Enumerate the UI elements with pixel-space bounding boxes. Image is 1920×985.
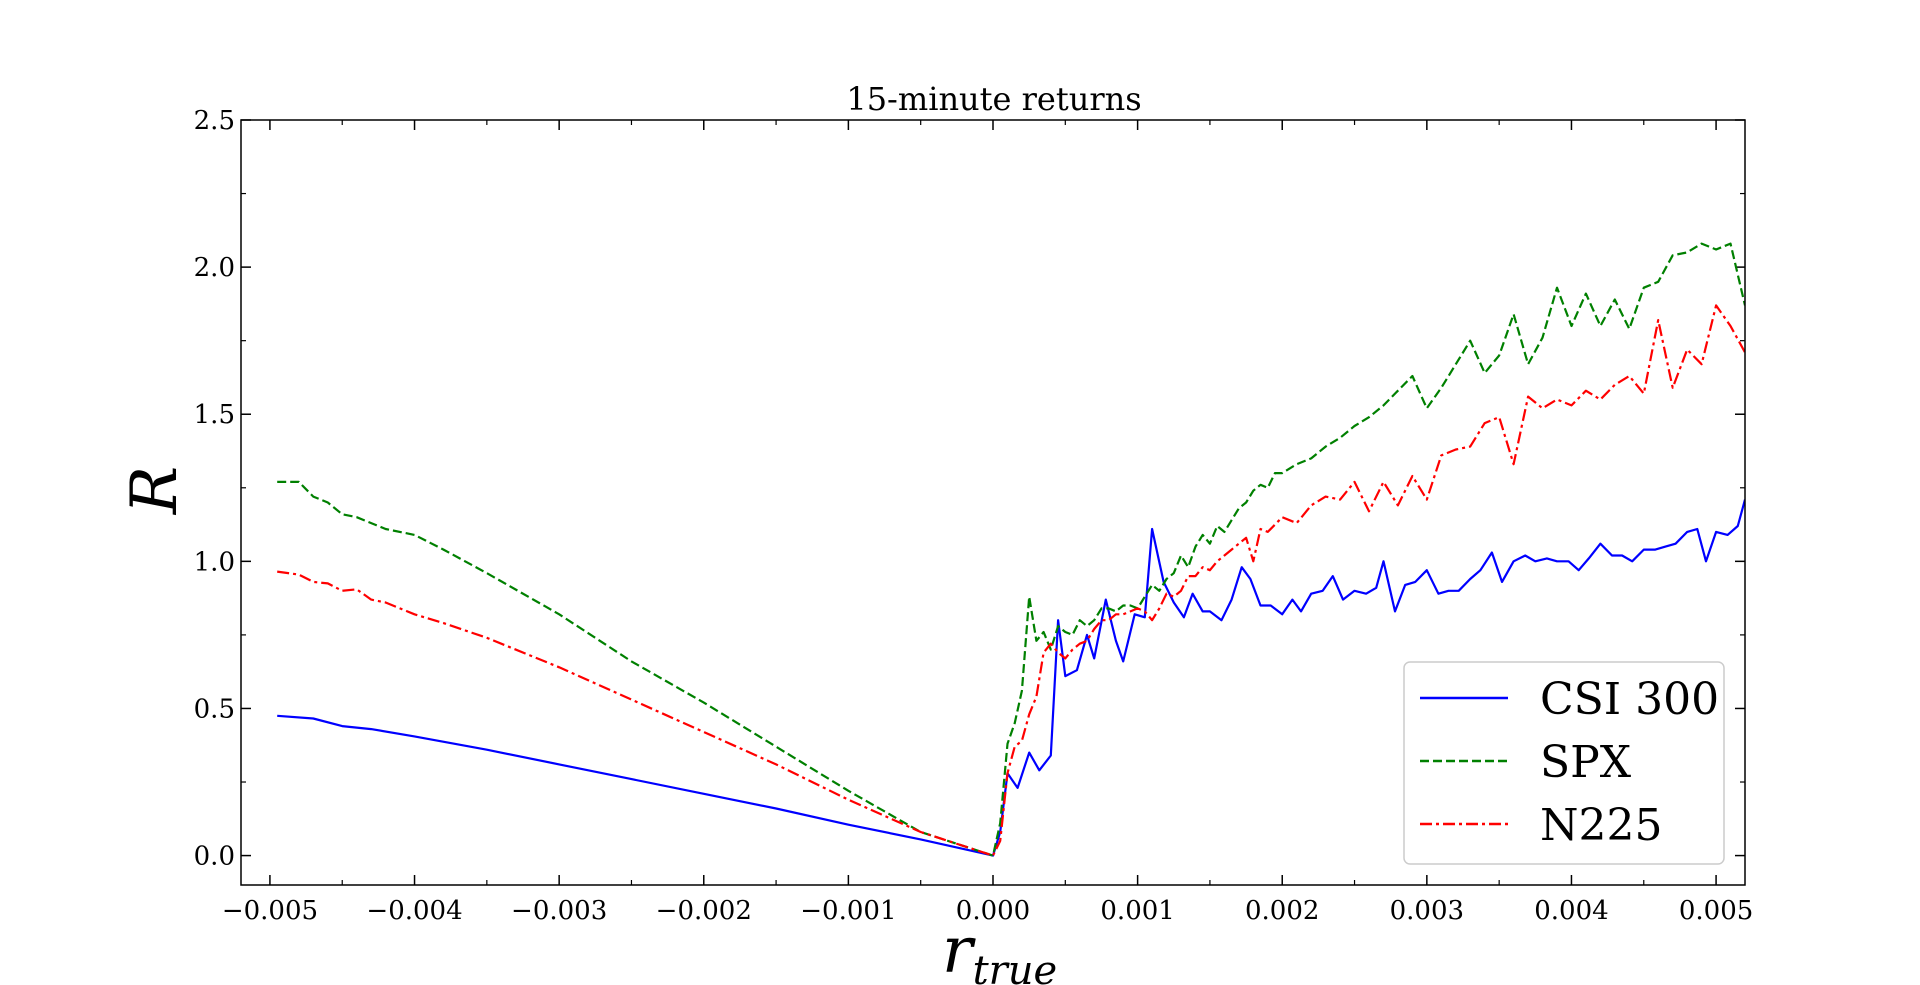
svg-text:rtrue: rtrue <box>942 914 1057 985</box>
x-tick-label: 0.000 <box>956 896 1030 926</box>
series-line-csi-300 <box>277 499 1745 857</box>
x-axis-label-subscript: true <box>973 948 1058 985</box>
y-tick-label: 1.0 <box>194 547 235 577</box>
x-tick-label: −0.002 <box>656 896 752 926</box>
legend-label-n225: N225 <box>1540 800 1662 851</box>
x-tick-label: 0.003 <box>1390 896 1464 926</box>
x-axis-ticks: −0.005 −0.004 −0.003 −0.002 −0.001 0.000 0.001… <box>222 120 1753 926</box>
y-tick-label: 2.0 <box>194 253 235 283</box>
plot-frame <box>240 119 1746 886</box>
x-axis-label-main: r <box>942 914 976 985</box>
legend: CSI 300 SPX N225 <box>1403 661 1725 865</box>
y-axis-label: R <box>118 466 192 515</box>
x-tick-label: −0.001 <box>800 896 896 926</box>
x-tick-label: 0.002 <box>1245 896 1319 926</box>
x-tick-label: −0.005 <box>222 896 318 926</box>
x-tick-label: 0.001 <box>1100 896 1174 926</box>
chart-title: 15-minute returns <box>846 80 1141 118</box>
series-line-n225 <box>277 304 1745 857</box>
svg-text:R: R <box>118 466 192 515</box>
y-tick-label: 1.5 <box>194 400 235 430</box>
y-tick-label: 2.5 <box>194 106 235 136</box>
y-tick-label: 0.5 <box>194 694 235 724</box>
series-layer <box>277 242 1745 857</box>
y-axis-ticks: 0.0 0.5 1.0 1.5 2.0 2.5 <box>194 106 1745 872</box>
y-tick-label: 0.0 <box>194 842 235 872</box>
legend-label-csi-300: CSI 300 <box>1540 674 1719 725</box>
x-axis-label: rtrue <box>942 914 1057 985</box>
legend-box <box>1403 661 1725 865</box>
x-tick-label: 0.005 <box>1679 896 1753 926</box>
x-tick-label: 0.004 <box>1534 896 1608 926</box>
legend-label-spx: SPX <box>1540 737 1632 788</box>
x-tick-label: −0.004 <box>366 896 462 926</box>
series-line-spx <box>277 242 1745 857</box>
x-tick-label: −0.003 <box>511 896 607 926</box>
